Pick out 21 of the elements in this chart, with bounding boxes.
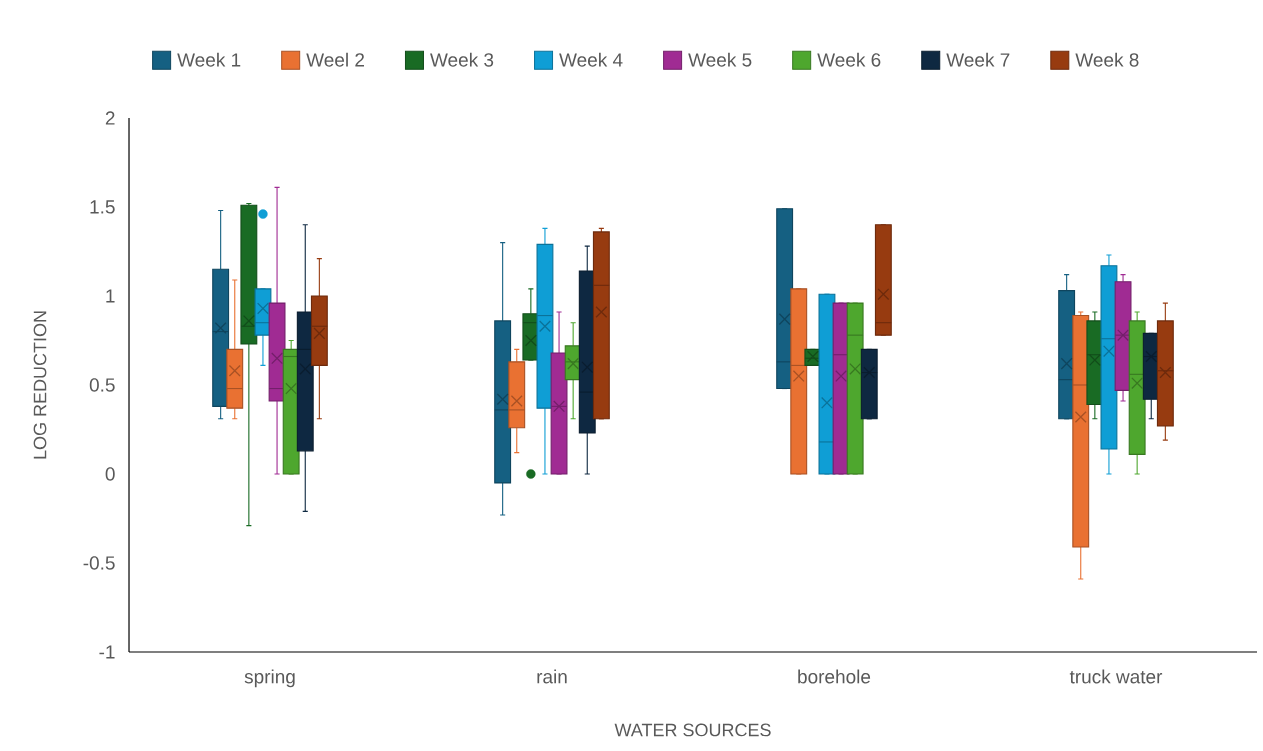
legend-label: Week 7	[946, 52, 1010, 67]
x-tick-label: truck water	[1069, 669, 1163, 684]
y-tick-label: -1	[99, 645, 115, 659]
legend-label: Weel 2	[306, 52, 364, 67]
y-tick-label: 2	[105, 111, 115, 125]
x-axis-title: WATER SOURCES	[614, 723, 771, 737]
x-tick-label: spring	[244, 669, 295, 688]
x-tick-label: rain	[537, 669, 567, 684]
y-tick-label: 0	[105, 467, 115, 481]
y-axis-title: LOG REDUCTION	[33, 311, 47, 459]
y-tick-label: -0.5	[83, 556, 115, 570]
legend-label: Week 4	[559, 52, 623, 67]
y-tick-label: 0.5	[89, 378, 115, 392]
legend-label: Week 1	[177, 52, 241, 67]
y-tick-label: 1.5	[90, 200, 115, 214]
legend-label: Week 6	[817, 52, 881, 67]
y-tick-label: 1	[106, 289, 115, 303]
x-tick-label: borehole	[798, 669, 871, 684]
legend-label: Week 5	[688, 52, 752, 67]
legend-label: Week 3	[430, 52, 494, 67]
legend-label: Week 8	[1075, 52, 1139, 67]
